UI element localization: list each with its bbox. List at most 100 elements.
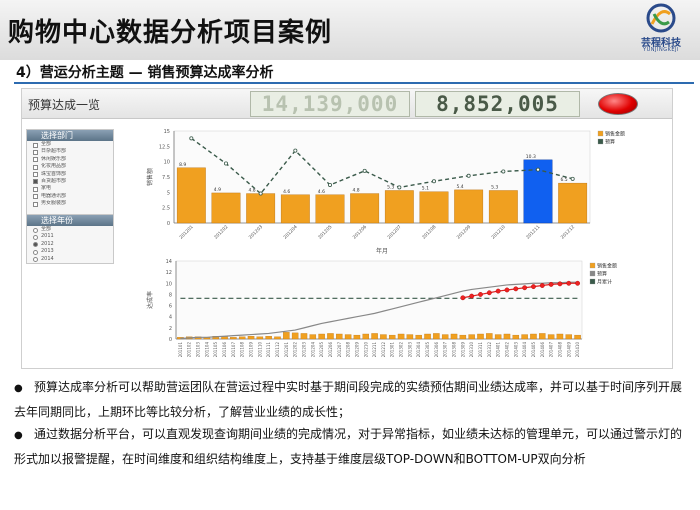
radio-icon[interactable] xyxy=(33,227,38,233)
department-option[interactable]: 珠宝首饰部 xyxy=(27,171,113,178)
bar xyxy=(211,192,241,224)
bar xyxy=(246,193,276,224)
x-axis-label: 年月 xyxy=(376,247,388,255)
over-target-point xyxy=(495,288,501,294)
bar xyxy=(327,333,334,340)
y-tick-label: 14 xyxy=(166,259,172,265)
page-title: 购物中心数据分析项目案例 xyxy=(8,18,333,48)
bar xyxy=(336,333,343,340)
budget-point xyxy=(224,161,229,166)
bar xyxy=(318,333,325,340)
department-option[interactable]: 日杂超市部 xyxy=(27,148,113,155)
department-option[interactable]: 男女服装部 xyxy=(27,200,113,207)
department-option-label: 男女服装部 xyxy=(41,200,67,207)
year-option[interactable]: 2013 xyxy=(27,248,113,255)
y-tick-label: 2.5 xyxy=(162,206,170,212)
bar xyxy=(238,336,246,340)
radio-icon[interactable] xyxy=(33,234,38,240)
bar-value-label: 5.1 xyxy=(422,186,429,192)
bar xyxy=(539,333,546,340)
bar-value-label: 5.3 xyxy=(387,184,394,190)
x-tick-label: 201301 xyxy=(390,342,395,358)
year-option[interactable]: 2014 xyxy=(27,256,113,263)
bar xyxy=(521,334,528,340)
year-option-label: 2012 xyxy=(41,240,54,247)
checkbox-icon[interactable] xyxy=(33,179,38,185)
checkbox-icon[interactable] xyxy=(33,194,38,200)
bar xyxy=(450,333,458,340)
x-tick-label: 201305 xyxy=(425,342,430,358)
x-tick-label: 201202 xyxy=(213,224,229,240)
over-target-point xyxy=(539,283,545,288)
plot-area xyxy=(175,260,583,340)
x-tick-label: 201207 xyxy=(337,342,342,358)
bar xyxy=(512,334,520,340)
department-option-label: 电器通讯部 xyxy=(41,192,67,199)
x-tick-label: 201108 xyxy=(240,342,245,358)
checkbox-icon[interactable] xyxy=(33,164,38,170)
department-option[interactable]: 化妆用品部 xyxy=(27,163,113,170)
x-tick-label: 201405 xyxy=(531,342,536,358)
department-option[interactable]: 全部 xyxy=(27,141,113,148)
department-option[interactable]: 家电 xyxy=(27,185,113,192)
y-tick-label: 2 xyxy=(169,326,172,332)
checkbox-icon[interactable] xyxy=(33,149,38,155)
budget-point xyxy=(397,185,402,190)
x-tick-label: 201410 xyxy=(575,342,580,358)
company-logo: 芸程科技 YUNJINGKEJI xyxy=(628,2,694,58)
year-option[interactable]: 2011 xyxy=(27,233,113,240)
year-option-label: 全部 xyxy=(41,226,52,232)
bar xyxy=(274,336,281,340)
bar-value-label: 4.9 xyxy=(214,187,221,193)
checkbox-icon[interactable] xyxy=(33,172,38,178)
radio-icon[interactable] xyxy=(33,242,38,248)
x-tick-label: 201110 xyxy=(257,342,262,358)
bar xyxy=(406,334,414,340)
y-tick-label: 0 xyxy=(167,221,170,227)
over-target-point xyxy=(460,295,466,301)
budget-point xyxy=(501,169,506,174)
bar xyxy=(371,333,378,340)
bar-value-label: 5.4 xyxy=(456,184,463,190)
x-tick-label: 201303 xyxy=(407,342,412,358)
bar xyxy=(503,333,511,340)
checkbox-icon[interactable] xyxy=(33,186,38,192)
legend-swatch xyxy=(589,262,596,269)
year-option[interactable]: 全部 xyxy=(27,226,113,233)
bar xyxy=(433,333,440,340)
y-axis-label: 销售额 xyxy=(146,168,154,186)
bar xyxy=(424,333,431,340)
logo-name: 芸程科技 xyxy=(641,38,681,49)
bar xyxy=(565,334,573,340)
x-tick-label: 201201 xyxy=(284,342,289,358)
checkbox-icon[interactable] xyxy=(33,142,38,148)
warning-light-icon[interactable] xyxy=(598,93,638,115)
bar-value-label: 4.6 xyxy=(318,189,325,195)
bar xyxy=(283,332,290,340)
y-tick-label: 12.5 xyxy=(159,144,170,150)
x-tick-label: 201203 xyxy=(301,342,306,358)
over-target-point xyxy=(504,287,510,293)
department-option[interactable]: 电器通讯部 xyxy=(27,193,113,200)
radio-icon[interactable] xyxy=(33,249,38,255)
bar-value-label: 5.3 xyxy=(491,184,498,190)
x-tick-label: 201212 xyxy=(381,342,386,358)
year-option[interactable]: 2012 xyxy=(27,241,113,248)
y-axis-label: 达成率 xyxy=(146,291,154,309)
department-filter-header: 选择部门 xyxy=(27,130,113,141)
radio-icon[interactable] xyxy=(33,257,38,263)
logo-subtext: YUNJINGKEJI xyxy=(643,47,679,53)
bar xyxy=(494,334,502,340)
bar-value-label: 4.6 xyxy=(283,189,290,195)
department-option[interactable]: 百货超市部 xyxy=(27,178,113,185)
year-option-label: 2011 xyxy=(41,233,54,240)
year-option-label: 2014 xyxy=(41,255,54,262)
x-tick-label: 201409 xyxy=(566,342,571,358)
budget-point xyxy=(535,167,540,172)
x-tick-label: 201107 xyxy=(231,342,236,358)
department-option[interactable]: 休闲娱乐部 xyxy=(27,156,113,163)
over-target-point xyxy=(478,292,483,297)
checkbox-icon[interactable] xyxy=(33,201,38,207)
checkbox-icon[interactable] xyxy=(33,157,38,163)
